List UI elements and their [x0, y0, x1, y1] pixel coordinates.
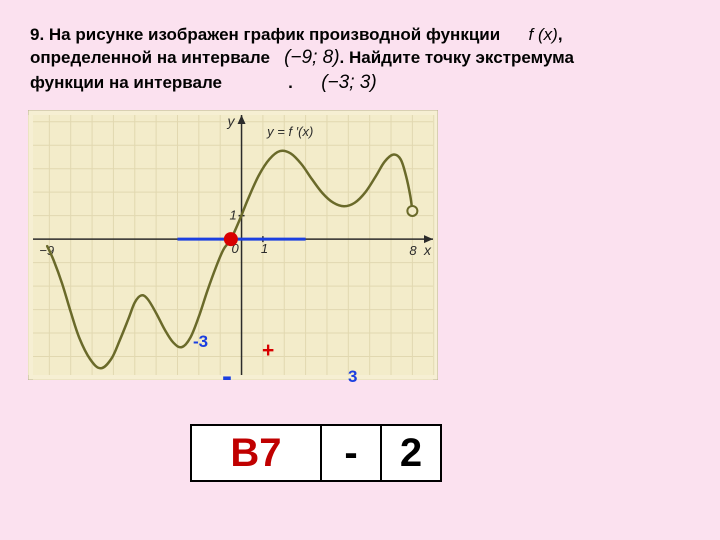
p-line1a: 9. На рисунке изображен график производн…	[30, 25, 500, 44]
graph-svg: 011−98xyy = f ′(x)	[28, 110, 438, 380]
p-line2b: . Найдите точку экстремума	[340, 48, 574, 67]
svg-text:y: y	[227, 113, 236, 129]
annot-minus3: -3	[193, 332, 208, 352]
annot-plus: +	[262, 339, 274, 363]
svg-text:1: 1	[230, 208, 237, 223]
svg-text:8: 8	[409, 243, 417, 258]
answer-label: В7	[191, 425, 321, 481]
annot-three: 3	[348, 367, 357, 387]
p-dot: .	[288, 73, 293, 92]
p-comma: ,	[558, 25, 563, 44]
answer-value: 2	[381, 425, 441, 481]
p-line2a: определенной на интервале	[30, 48, 270, 67]
annot-minus: -	[222, 360, 232, 394]
svg-text:y = f ′(x): y = f ′(x)	[266, 124, 313, 139]
p-fx: f (x)	[529, 25, 558, 44]
answer-table: В7 - 2	[190, 424, 442, 482]
p-int-def: (−9; 8)	[284, 47, 339, 68]
problem-text: 9. На рисунке изображен график производн…	[30, 24, 690, 95]
svg-text:x: x	[423, 242, 432, 258]
derivative-graph: 011−98xyy = f ′(x) -3 + - 3	[28, 110, 438, 380]
p-int-q: (−3; 3)	[321, 72, 376, 93]
answer-sign: -	[321, 425, 381, 481]
svg-text:1: 1	[261, 241, 268, 256]
p-line3a: функции на интервале	[30, 73, 222, 92]
